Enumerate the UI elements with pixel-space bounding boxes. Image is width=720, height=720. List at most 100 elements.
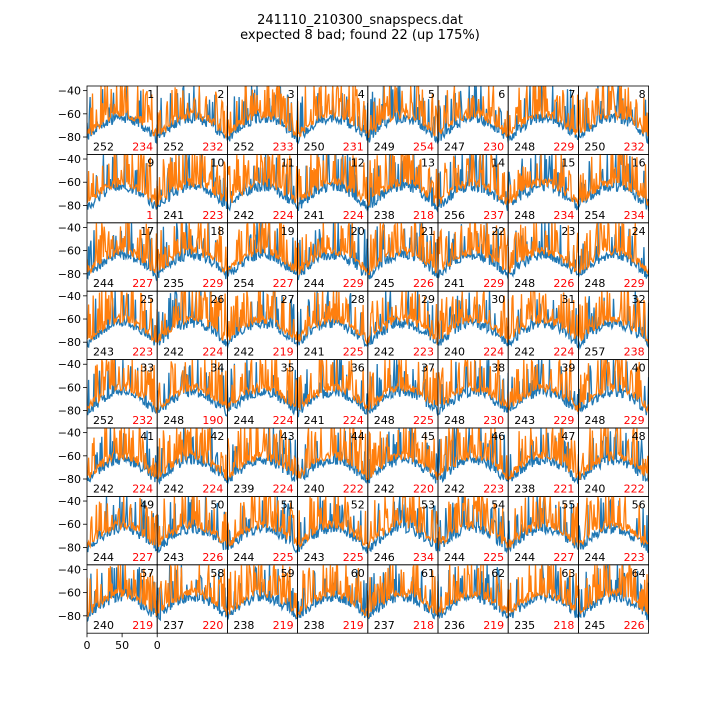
panel-red-count: 229 (624, 277, 645, 290)
panel-red-count: 230 (483, 414, 504, 427)
panel-black-count: 244 (93, 551, 114, 564)
panel-black-count: 239 (233, 482, 254, 495)
y-tick-label: −80 (58, 199, 81, 212)
panel-id-label: 31 (561, 293, 575, 306)
y-tick-label: −80 (58, 541, 81, 554)
y-tick-label: −60 (58, 587, 81, 600)
blue-trace (367, 291, 438, 348)
panel-black-count: 236 (444, 619, 465, 632)
y-tick-label: −60 (58, 245, 81, 258)
panel-15: 15 248 234 (507, 153, 579, 224)
panel-id-label: 44 (351, 430, 365, 443)
blue-trace (227, 496, 298, 554)
orange-trace (157, 564, 228, 616)
panel-red-count: 218 (413, 209, 434, 222)
panel-id-label: 10 (210, 156, 224, 169)
panel-black-count: 248 (444, 414, 465, 427)
y-tick-label: −40 (58, 221, 81, 234)
panel-62: 62 236 219 (437, 564, 509, 634)
orange-trace (508, 428, 579, 481)
y-tick-label: −40 (58, 153, 81, 166)
panel-black-count: 245 (374, 277, 395, 290)
panel-53: 53 246 234 (367, 495, 439, 566)
panel-red-count: 229 (202, 277, 223, 290)
panel-id-label: 32 (632, 293, 646, 306)
orange-trace (227, 291, 298, 344)
panel-black-count: 241 (163, 209, 184, 222)
panel-32: 32 257 238 (578, 290, 650, 361)
blue-trace (438, 291, 509, 347)
panel-54: 54 244 225 (437, 495, 509, 566)
panel-48: 48 240 222 (578, 427, 650, 497)
panel-red-count: 229 (624, 414, 645, 427)
panel-black-count: 246 (374, 551, 395, 564)
panel-red-count: 227 (132, 551, 153, 564)
panel-id-label: 15 (561, 156, 575, 169)
orange-trace (578, 428, 649, 482)
panel-id-label: 48 (632, 430, 646, 443)
panel-2: 2 252 232 (156, 85, 228, 155)
panel-id-label: 4 (358, 88, 365, 101)
panel-red-count: 223 (483, 482, 504, 495)
panel-black-count: 242 (163, 482, 184, 495)
blue-trace (578, 291, 649, 351)
orange-trace (227, 564, 298, 618)
panel-red-count: 223 (624, 551, 645, 564)
orange-trace (297, 154, 368, 207)
panel-red-count: 224 (553, 346, 574, 359)
panel-red-count: 224 (343, 209, 364, 222)
panel-id-label: 50 (210, 498, 224, 511)
panel-id-label: 49 (140, 498, 154, 511)
panel-black-count: 237 (163, 619, 184, 632)
panel-red-count: 222 (343, 482, 364, 495)
panel-red-count: 231 (343, 140, 364, 153)
panel-red-count: 226 (202, 551, 223, 564)
orange-trace (367, 428, 438, 480)
orange-trace (87, 564, 158, 618)
orange-trace (367, 86, 438, 139)
orange-trace (508, 222, 579, 273)
y-tick-label: −40 (58, 563, 81, 576)
panel-red-count: 222 (624, 482, 645, 495)
panel-red-count: 225 (413, 414, 434, 427)
panel-61: 61 237 218 (367, 564, 439, 634)
y-tick-label: −80 (58, 131, 81, 144)
panel-id-label: 29 (421, 293, 435, 306)
panel-red-count: 227 (132, 277, 153, 290)
y-tick-label: −60 (58, 450, 81, 463)
panel-11: 11 242 224 (226, 153, 298, 224)
panel-id-label: 9 (147, 156, 154, 169)
panel-red-count: 254 (413, 140, 434, 153)
panel-id-label: 57 (140, 567, 154, 580)
panel-black-count: 242 (374, 346, 395, 359)
panel-black-count: 242 (163, 346, 184, 359)
panel-1: 1 252 234 (86, 85, 158, 155)
panel-red-count: 223 (413, 346, 434, 359)
blue-trace (87, 291, 158, 349)
blue-trace (157, 496, 228, 553)
panel-56: 56 244 223 (578, 495, 650, 566)
blue-trace (438, 359, 509, 415)
panel-id-label: 53 (421, 498, 435, 511)
panel-10: 10 241 223 (156, 153, 228, 224)
blue-trace (367, 428, 438, 484)
orange-trace (578, 359, 649, 414)
panel-black-count: 248 (584, 277, 605, 290)
panel-red-count: 234 (624, 209, 645, 222)
orange-trace (367, 222, 438, 276)
panel-black-count: 244 (444, 551, 465, 564)
panel-id-label: 54 (491, 498, 505, 511)
blue-trace (367, 359, 438, 417)
panel-black-count: 242 (233, 209, 254, 222)
panel-red-count: 227 (273, 277, 294, 290)
panel-black-count: 248 (163, 414, 184, 427)
orange-trace (297, 428, 368, 481)
y-tick-label: −80 (58, 336, 81, 349)
panel-6: 6 247 230 (437, 85, 509, 155)
panel-black-count: 248 (374, 414, 395, 427)
panel-58: 58 237 220 (156, 564, 228, 634)
panel-9: 91 (86, 153, 158, 224)
panel-id-label: 56 (632, 498, 646, 511)
